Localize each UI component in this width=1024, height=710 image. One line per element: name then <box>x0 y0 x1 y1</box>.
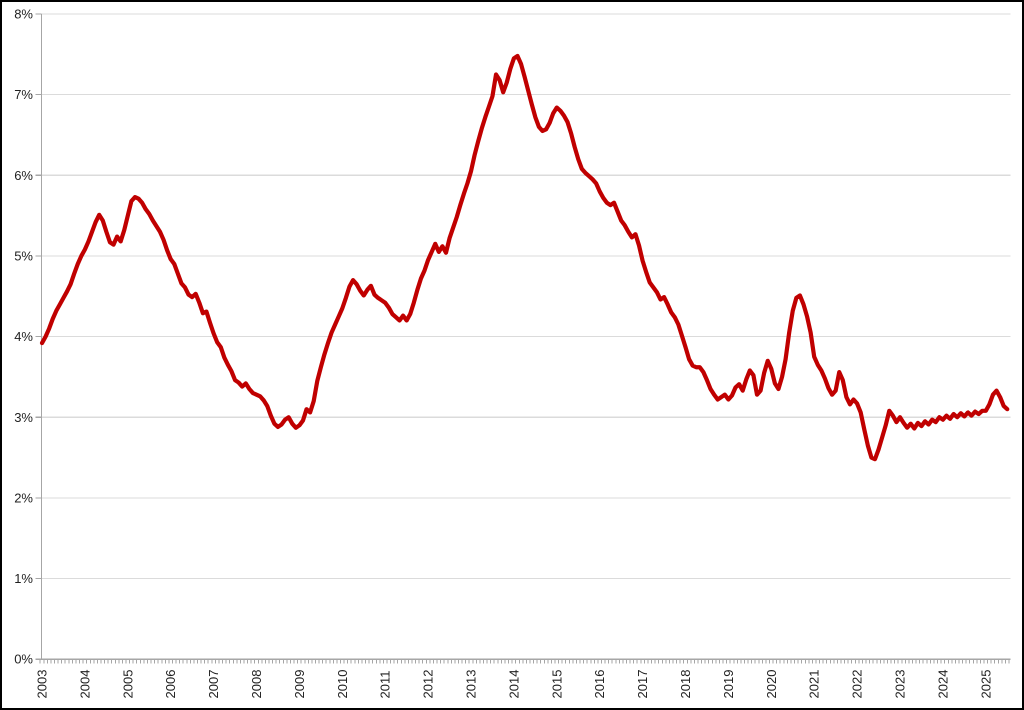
x-axis-label: 2012 <box>421 670 436 699</box>
x-axis-label: 2017 <box>635 670 650 699</box>
x-axis-labels: 2003 2004 2005 2006 2007 2008 2009 2010 2011 2012… <box>35 670 994 699</box>
x-axis-label: 2008 <box>249 670 264 699</box>
unemployment-line <box>39 53 1010 462</box>
y-axis-label: 5% <box>14 249 33 264</box>
x-axis-label: 2020 <box>764 670 779 699</box>
x-axis-label: 2010 <box>335 670 350 699</box>
x-axis-label: 2005 <box>120 670 135 699</box>
gridlines <box>41 13 1011 580</box>
x-axis-label: 2014 <box>506 670 521 699</box>
x-axis-label: 2003 <box>35 670 50 699</box>
axes <box>35 13 1011 664</box>
x-axis-label: 2025 <box>978 670 993 699</box>
y-axis-label: 6% <box>14 168 33 183</box>
x-axis-label: 2023 <box>893 670 908 699</box>
x-axis-label: 2013 <box>464 670 479 699</box>
x-axis-label: 2019 <box>721 670 736 699</box>
data-series <box>39 53 1010 462</box>
x-axis-label: 2022 <box>850 670 865 699</box>
x-axis-label: 2009 <box>292 670 307 699</box>
x-axis-label: 2007 <box>206 670 221 699</box>
y-axis-label: 8% <box>14 7 33 22</box>
x-axis-label: 2015 <box>549 670 564 699</box>
x-axis-label: 2024 <box>935 670 950 699</box>
y-axis-label: 7% <box>14 87 33 102</box>
x-axis-label: 2004 <box>77 670 92 699</box>
y-axis-labels: 0% 1% 2% 3% 4% 5% 6% 7% 8% <box>14 7 33 667</box>
y-axis-label: 4% <box>14 329 33 344</box>
y-axis-label: 2% <box>14 490 33 505</box>
y-axis-label: 3% <box>14 410 33 425</box>
y-axis-label: 0% <box>14 652 33 667</box>
x-axis-label: 2018 <box>678 670 693 699</box>
y-axis-label: 1% <box>14 571 33 586</box>
x-axis-label: 2021 <box>807 670 822 699</box>
x-axis-label: 2011 <box>378 671 393 699</box>
x-axis-label: 2016 <box>592 670 607 699</box>
x-axis-label: 2006 <box>163 670 178 699</box>
